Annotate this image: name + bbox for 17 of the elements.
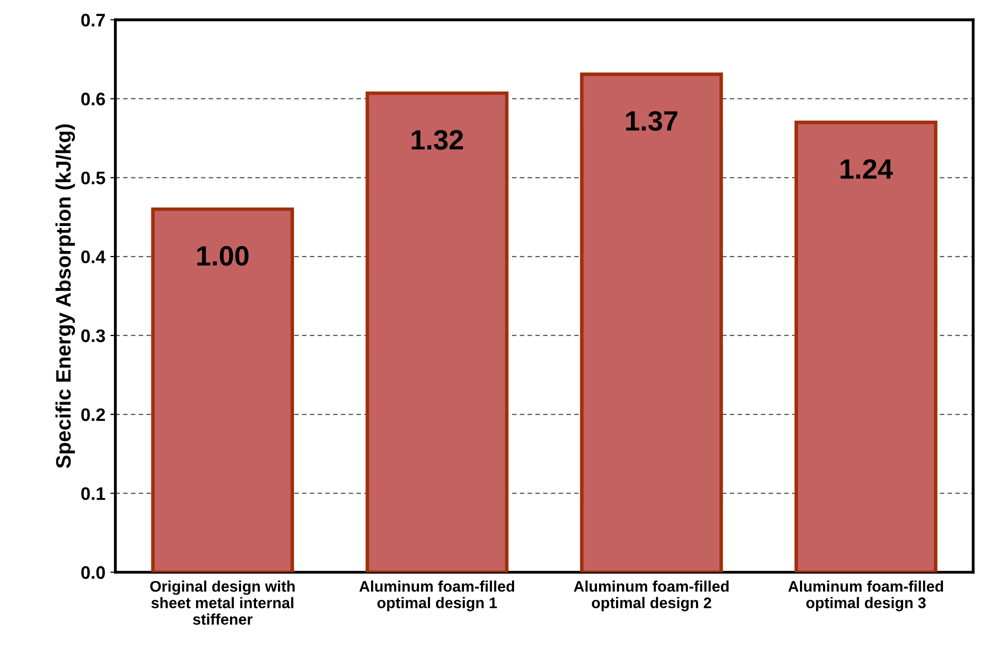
y-tick-label: 0.3 [81, 329, 105, 342]
y-tick-label: 0.6 [81, 92, 105, 106]
annotation: 1.37 [626, 111, 678, 131]
x-tick-label: Aluminum foam-filled optimal design 1 [359, 580, 514, 612]
y-tick-label: 0.4 [81, 250, 106, 264]
y-tick-label: 0.2 [81, 408, 105, 422]
y-tick-label: 0.7 [81, 14, 105, 27]
x-tick-label: Aluminum foam-filled optimal design 2 [574, 580, 729, 612]
annotation: 1.24 [840, 159, 893, 179]
y-tick-label: 0.1 [81, 487, 106, 500]
y-axis-title: Specific Energy Absorption (kJ/kg) [55, 124, 75, 468]
y-tick-label: 0.0 [81, 566, 105, 579]
y-tick-label: 0.5 [81, 172, 106, 184]
x-tick-label: Original design with sheet metal internal stiffener [150, 580, 295, 625]
annotation: 1.00 [197, 246, 248, 266]
annotation: 1.32 [412, 130, 463, 150]
x-tick-label: Aluminum foam-filled optimal design 3 [788, 580, 944, 612]
